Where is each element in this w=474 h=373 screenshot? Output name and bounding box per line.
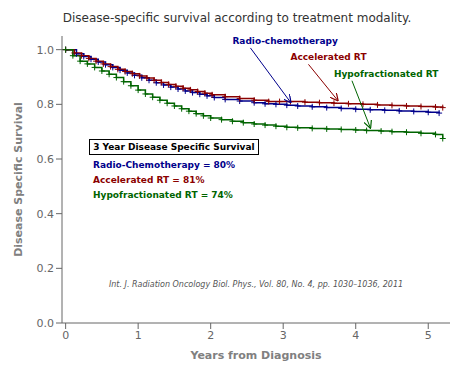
html-text:Accelerated RT = 81%: Accelerated RT = 81%	[93, 175, 205, 186]
html-text:Hypofractionated RT = 74%: Hypofractionated RT = 74%	[93, 190, 233, 201]
svg-text:1.0: 1.0	[37, 44, 55, 57]
svg-text:Disease Specific Survival: Disease Specific Survival	[12, 102, 25, 257]
svg-text:0.2: 0.2	[37, 262, 55, 275]
svg-text:0.6: 0.6	[37, 153, 55, 166]
html-text:Disease-specific survival acco: Disease-specific survival according to t…	[62, 11, 412, 25]
svg-text:3: 3	[280, 329, 287, 342]
svg-text:5: 5	[425, 329, 432, 342]
svg-text:0.8: 0.8	[37, 98, 55, 111]
svg-text:4: 4	[352, 329, 359, 342]
svg-text:2: 2	[207, 329, 214, 342]
svg-text:0.4: 0.4	[37, 208, 55, 221]
svg-text:1: 1	[135, 329, 142, 342]
svg-text:Years from Diagnosis: Years from Diagnosis	[189, 349, 322, 362]
html-text:Int. J. Radiation Oncology Bio: Int. J. Radiation Oncology Biol. Phys., …	[108, 279, 404, 289]
html-text:Accelerated RT: Accelerated RT	[290, 52, 367, 63]
html-text:3 Year Disease Specific Surviv: 3 Year Disease Specific Survival	[93, 142, 255, 153]
html-text:Hypofractionated RT: Hypofractionated RT	[334, 68, 439, 79]
svg-text:0.0: 0.0	[37, 317, 55, 330]
svg-text:0: 0	[62, 329, 69, 342]
html-text:Radio-Chemotherapy = 80%: Radio-Chemotherapy = 80%	[93, 160, 236, 171]
html-text:Radio-chemotherapy: Radio-chemotherapy	[232, 35, 338, 46]
